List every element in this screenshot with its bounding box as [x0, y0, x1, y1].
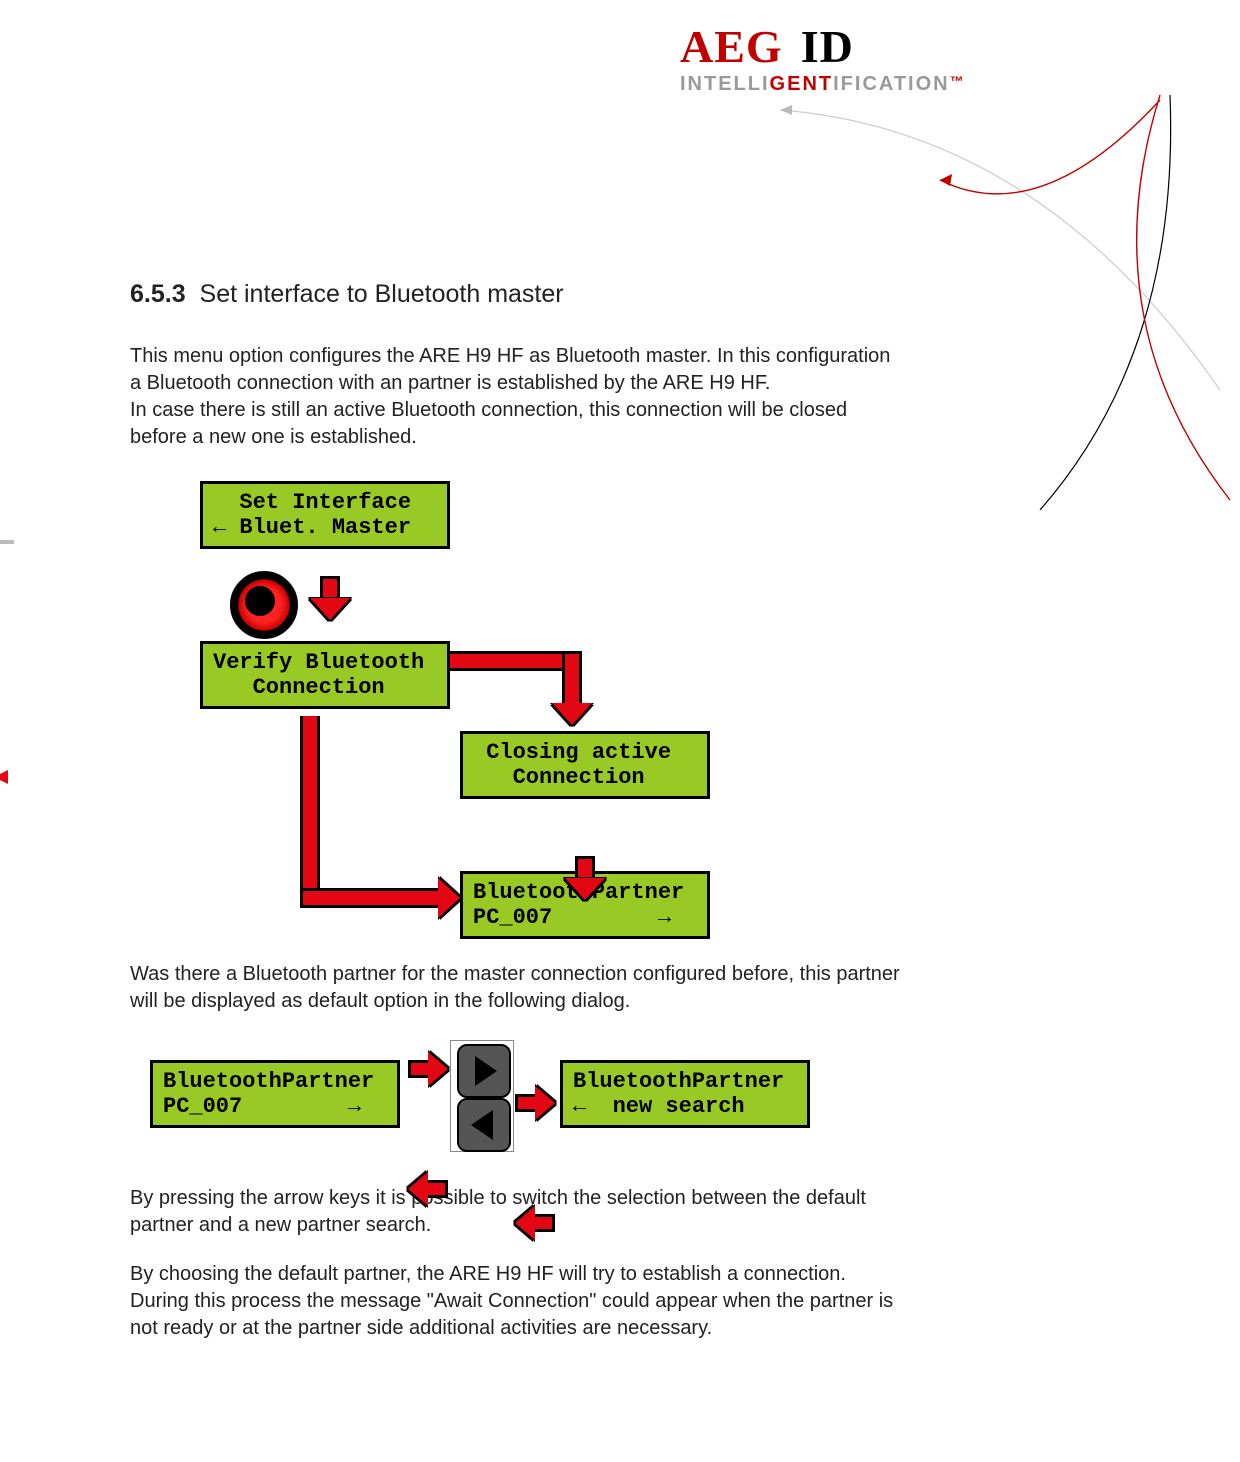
lcd-partner-default: BluetoothPartner PC_007 → [150, 1060, 400, 1128]
arrow-down-icon [310, 576, 350, 621]
edge-tick-icon [0, 540, 14, 544]
nav-left-icon [457, 1098, 511, 1152]
section-number: 6.5.3 [130, 280, 186, 308]
page: AEGID INTELLIGENTIFICATION™ 6.5.3 Set in… [0, 0, 1240, 1462]
arrow-right-icon [515, 1086, 555, 1120]
lcd-partner-new-search: BluetoothPartner ← new search [560, 1060, 810, 1128]
nav-buttons-frame [450, 1040, 514, 1152]
arrow-down-icon [565, 856, 605, 901]
paragraph-3: Was there a Bluetooth partner for the ma… [130, 961, 900, 1015]
elbow-connector-2 [300, 716, 480, 916]
paragraph-6: During this process the message "Await C… [130, 1288, 900, 1342]
paragraph-1: This menu option configures the ARE H9 H… [130, 343, 900, 397]
nav-right-icon [457, 1044, 511, 1098]
section-title: Set interface to Bluetooth master [200, 280, 564, 308]
lcd-verify-connection: Verify Bluetooth Connection [200, 641, 450, 709]
lcd-closing-connection: Closing active Connection [460, 731, 710, 799]
paragraph-5: By choosing the default partner, the ARE… [130, 1261, 900, 1288]
brand-id: ID [801, 21, 854, 72]
edge-arrow-icon [0, 770, 8, 784]
section-heading: 6.5.3 Set interface to Bluetooth master [130, 280, 900, 309]
flow-diagram-1: Set Interface ← Bluet. Master Verify Blu… [130, 481, 900, 961]
lcd-set-interface: Set Interface ← Bluet. Master [200, 481, 450, 549]
flow-diagram-2: BluetoothPartner PC_007 → BluetoothPartn… [130, 1040, 900, 1150]
content: 6.5.3 Set interface to Bluetooth master … [130, 280, 900, 1342]
brand-logo: AEGID INTELLIGENTIFICATION™ [680, 20, 940, 96]
arrow-right-icon [408, 1052, 448, 1086]
arrow-left-icon [408, 1172, 448, 1206]
brand-aeg: AEG [680, 21, 783, 72]
record-button-icon [230, 571, 290, 631]
brand-main: AEG ID [680, 20, 940, 73]
arrow-left-icon [515, 1206, 555, 1240]
paragraph-2: In case there is still an active Bluetoo… [130, 397, 900, 451]
